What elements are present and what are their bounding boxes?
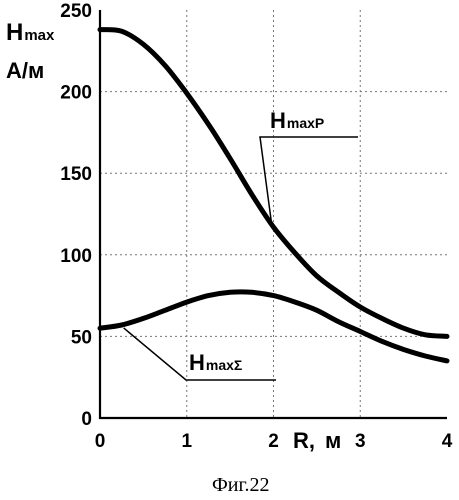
x-tick-label-3: 3 — [355, 431, 366, 452]
y-tick-label-5: 250 — [60, 1, 92, 22]
series-label-hmaxp: HmaxP — [270, 108, 324, 133]
tick-labels: 0 50 100 150 200 250 0 1 2 3 4 — [60, 1, 452, 452]
y-axis-unit: А/м — [6, 58, 44, 83]
x-tick-label-2: 2 — [268, 431, 279, 452]
leader-hmaxp — [260, 137, 358, 223]
figure-caption: Фиг.22 — [212, 474, 269, 496]
grid — [100, 10, 447, 418]
y-tick-label-1: 50 — [71, 327, 92, 348]
y-tick-label-3: 150 — [60, 164, 92, 185]
y-tick-label-0: 0 — [81, 409, 92, 430]
y-tick-label-2: 100 — [60, 246, 92, 267]
x-tick-label-1: 1 — [181, 431, 192, 452]
x-tick-label-0: 0 — [95, 431, 106, 452]
series-label-hmaxsigma: HmaxΣ — [189, 350, 242, 375]
y-tick-label-4: 200 — [60, 83, 92, 104]
x-axis-label: R,м — [293, 428, 341, 453]
y-axis-label: Hmax — [6, 19, 55, 46]
x-tick-label-4: 4 — [442, 431, 453, 452]
